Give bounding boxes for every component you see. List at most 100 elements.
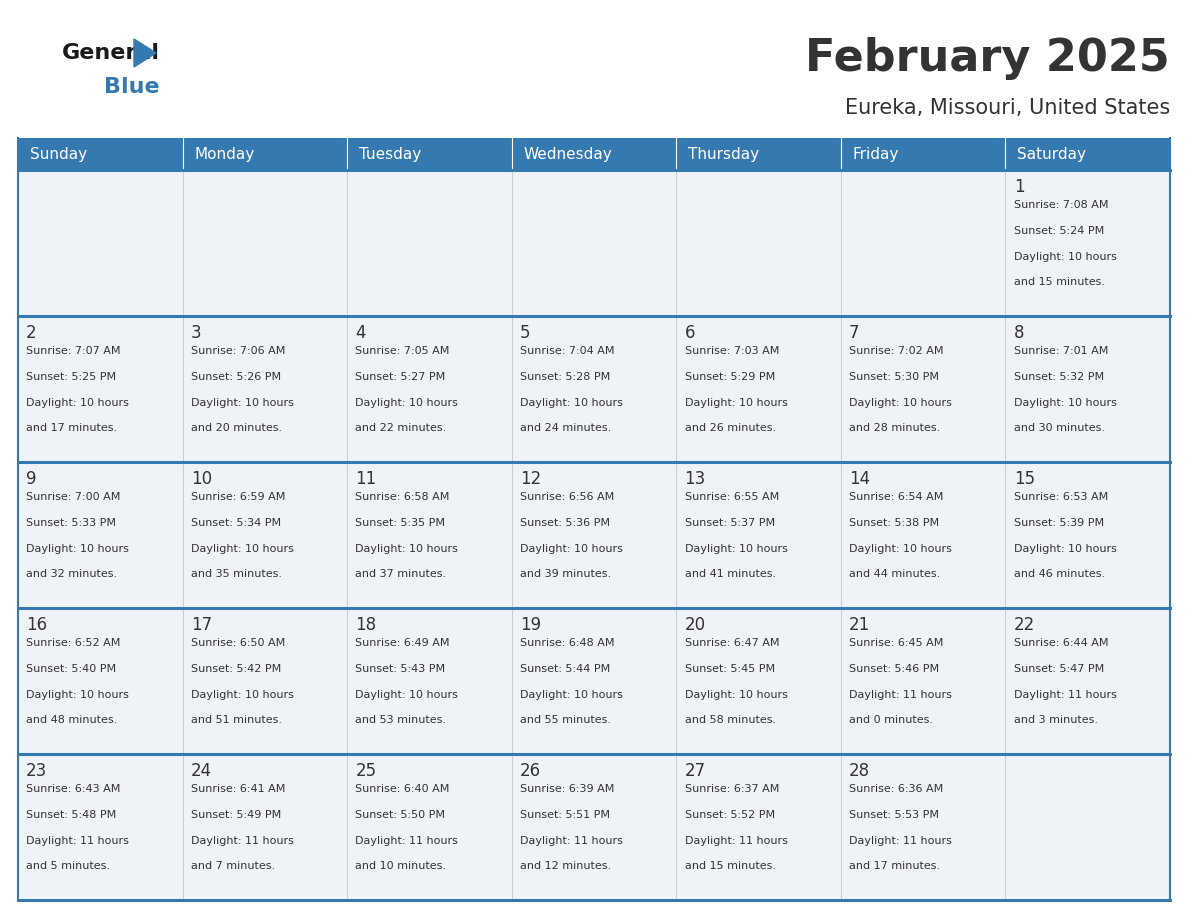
Bar (183, 754, 347, 900)
Bar (183, 170, 347, 316)
Text: Daylight: 10 hours: Daylight: 10 hours (191, 689, 293, 700)
Text: Sunset: 5:26 PM: Sunset: 5:26 PM (191, 372, 280, 382)
Text: Sunrise: 7:05 AM: Sunrise: 7:05 AM (355, 346, 450, 356)
Text: Sunset: 5:50 PM: Sunset: 5:50 PM (355, 810, 446, 820)
Text: Sunset: 5:48 PM: Sunset: 5:48 PM (26, 810, 116, 820)
Text: Daylight: 10 hours: Daylight: 10 hours (1013, 252, 1117, 262)
Text: 18: 18 (355, 616, 377, 634)
Text: Sunrise: 6:43 AM: Sunrise: 6:43 AM (26, 784, 121, 794)
Text: and 48 minutes.: and 48 minutes. (26, 715, 118, 725)
Text: Sunrise: 6:50 AM: Sunrise: 6:50 AM (191, 638, 285, 648)
Text: and 12 minutes.: and 12 minutes. (520, 861, 611, 871)
Text: Daylight: 11 hours: Daylight: 11 hours (26, 835, 129, 845)
Text: and 37 minutes.: and 37 minutes. (355, 569, 447, 579)
Text: Sunrise: 6:41 AM: Sunrise: 6:41 AM (191, 784, 285, 794)
Bar (1005, 754, 1170, 900)
Text: Daylight: 11 hours: Daylight: 11 hours (355, 835, 459, 845)
Text: 5: 5 (520, 324, 531, 342)
Text: and 10 minutes.: and 10 minutes. (355, 861, 447, 871)
Text: 3: 3 (191, 324, 202, 342)
Text: Thursday: Thursday (688, 147, 759, 162)
Text: Sunset: 5:29 PM: Sunset: 5:29 PM (684, 372, 775, 382)
Bar (18, 316, 183, 462)
Text: 19: 19 (520, 616, 541, 634)
Text: Sunday: Sunday (30, 147, 87, 162)
Bar (183, 608, 347, 754)
Text: and 3 minutes.: and 3 minutes. (1013, 715, 1098, 725)
Bar (676, 462, 841, 608)
Text: Sunset: 5:36 PM: Sunset: 5:36 PM (520, 518, 609, 528)
Text: Sunset: 5:24 PM: Sunset: 5:24 PM (1013, 226, 1104, 236)
Bar (841, 462, 1005, 608)
Text: Daylight: 10 hours: Daylight: 10 hours (355, 397, 459, 408)
Text: and 41 minutes.: and 41 minutes. (684, 569, 776, 579)
Bar (512, 754, 676, 900)
Text: and 55 minutes.: and 55 minutes. (520, 715, 611, 725)
Text: Daylight: 11 hours: Daylight: 11 hours (520, 835, 623, 845)
Bar (1005, 608, 1170, 754)
Bar (18, 462, 183, 608)
Text: and 28 minutes.: and 28 minutes. (849, 423, 941, 433)
Bar (1005, 170, 1170, 316)
Text: 15: 15 (1013, 470, 1035, 488)
Text: 2: 2 (26, 324, 37, 342)
Text: and 15 minutes.: and 15 minutes. (684, 861, 776, 871)
Text: Sunrise: 6:48 AM: Sunrise: 6:48 AM (520, 638, 614, 648)
Text: Daylight: 11 hours: Daylight: 11 hours (849, 835, 952, 845)
Text: Sunrise: 7:01 AM: Sunrise: 7:01 AM (1013, 346, 1108, 356)
Text: Sunrise: 6:56 AM: Sunrise: 6:56 AM (520, 492, 614, 502)
Text: 11: 11 (355, 470, 377, 488)
Text: Daylight: 10 hours: Daylight: 10 hours (26, 543, 129, 554)
Bar (347, 754, 512, 900)
Text: and 5 minutes.: and 5 minutes. (26, 861, 110, 871)
Text: Blue: Blue (105, 77, 159, 97)
Text: and 39 minutes.: and 39 minutes. (520, 569, 611, 579)
Bar (512, 170, 676, 316)
Text: Sunrise: 6:36 AM: Sunrise: 6:36 AM (849, 784, 943, 794)
Bar (841, 754, 1005, 900)
Text: Friday: Friday (852, 147, 899, 162)
Text: Sunset: 5:43 PM: Sunset: 5:43 PM (355, 664, 446, 674)
Text: Sunset: 5:37 PM: Sunset: 5:37 PM (684, 518, 775, 528)
Text: Daylight: 10 hours: Daylight: 10 hours (684, 543, 788, 554)
Text: 16: 16 (26, 616, 48, 634)
Text: 27: 27 (684, 762, 706, 780)
Text: and 15 minutes.: and 15 minutes. (1013, 277, 1105, 287)
Bar (1005, 462, 1170, 608)
Text: 4: 4 (355, 324, 366, 342)
Text: and 7 minutes.: and 7 minutes. (191, 861, 274, 871)
Bar (841, 170, 1005, 316)
Bar (347, 608, 512, 754)
Text: 7: 7 (849, 324, 860, 342)
Text: Daylight: 10 hours: Daylight: 10 hours (1013, 397, 1117, 408)
Text: Sunrise: 7:00 AM: Sunrise: 7:00 AM (26, 492, 121, 502)
Text: Daylight: 11 hours: Daylight: 11 hours (191, 835, 293, 845)
Text: Sunset: 5:47 PM: Sunset: 5:47 PM (1013, 664, 1104, 674)
Text: Monday: Monday (194, 147, 254, 162)
Text: 6: 6 (684, 324, 695, 342)
Text: 9: 9 (26, 470, 37, 488)
Text: Sunrise: 6:58 AM: Sunrise: 6:58 AM (355, 492, 450, 502)
Text: Daylight: 10 hours: Daylight: 10 hours (191, 397, 293, 408)
Text: and 35 minutes.: and 35 minutes. (191, 569, 282, 579)
Text: Daylight: 10 hours: Daylight: 10 hours (849, 397, 952, 408)
Bar (347, 316, 512, 462)
Bar (676, 754, 841, 900)
Text: Sunset: 5:53 PM: Sunset: 5:53 PM (849, 810, 939, 820)
Bar (183, 462, 347, 608)
Text: and 58 minutes.: and 58 minutes. (684, 715, 776, 725)
Text: Daylight: 10 hours: Daylight: 10 hours (849, 543, 952, 554)
Text: Sunrise: 6:59 AM: Sunrise: 6:59 AM (191, 492, 285, 502)
Text: and 26 minutes.: and 26 minutes. (684, 423, 776, 433)
Text: 14: 14 (849, 470, 871, 488)
Text: Saturday: Saturday (1017, 147, 1086, 162)
Text: Daylight: 10 hours: Daylight: 10 hours (520, 543, 623, 554)
Text: Sunrise: 7:08 AM: Sunrise: 7:08 AM (1013, 200, 1108, 210)
Text: Daylight: 10 hours: Daylight: 10 hours (520, 397, 623, 408)
Text: and 30 minutes.: and 30 minutes. (1013, 423, 1105, 433)
Text: and 46 minutes.: and 46 minutes. (1013, 569, 1105, 579)
Bar (347, 462, 512, 608)
Text: 1: 1 (1013, 178, 1024, 196)
Text: Sunrise: 6:52 AM: Sunrise: 6:52 AM (26, 638, 121, 648)
Text: and 51 minutes.: and 51 minutes. (191, 715, 282, 725)
